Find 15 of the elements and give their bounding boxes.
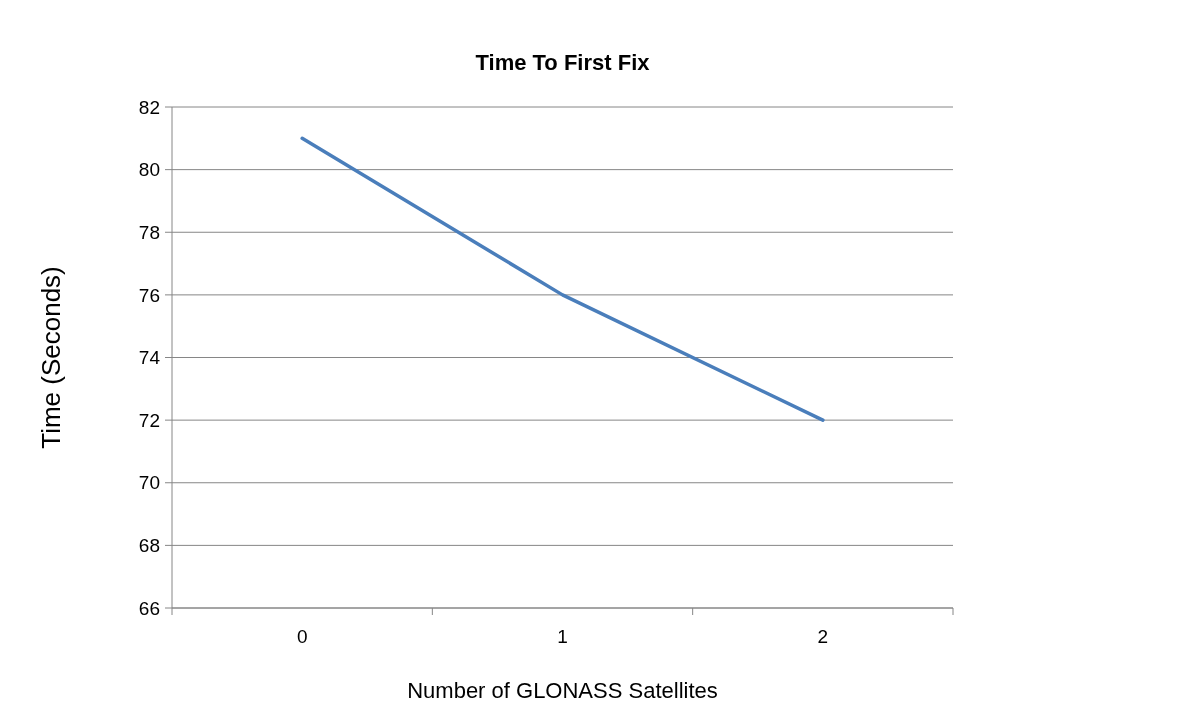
y-tick-label: 66 <box>138 597 160 619</box>
y-tick-label: 72 <box>138 409 160 431</box>
y-tick-label: 82 <box>138 96 160 118</box>
x-tick-label: 0 <box>296 626 308 647</box>
y-tick-label: 78 <box>138 221 160 243</box>
chart-title: Time To First Fix <box>475 50 651 75</box>
y-tick-label: 68 <box>138 535 160 557</box>
y-tick-label: 80 <box>138 159 160 181</box>
x-axis-title: Number of GLONASS Satellites <box>407 678 718 703</box>
y-tick-label: 76 <box>138 284 160 306</box>
x-tick-label: 2 <box>817 626 829 647</box>
y-tick-label: 74 <box>138 347 161 369</box>
x-tick-label: 1 <box>557 626 568 647</box>
y-tick-label: 70 <box>138 472 160 494</box>
y-axis-title: Time (Seconds) <box>36 266 66 449</box>
